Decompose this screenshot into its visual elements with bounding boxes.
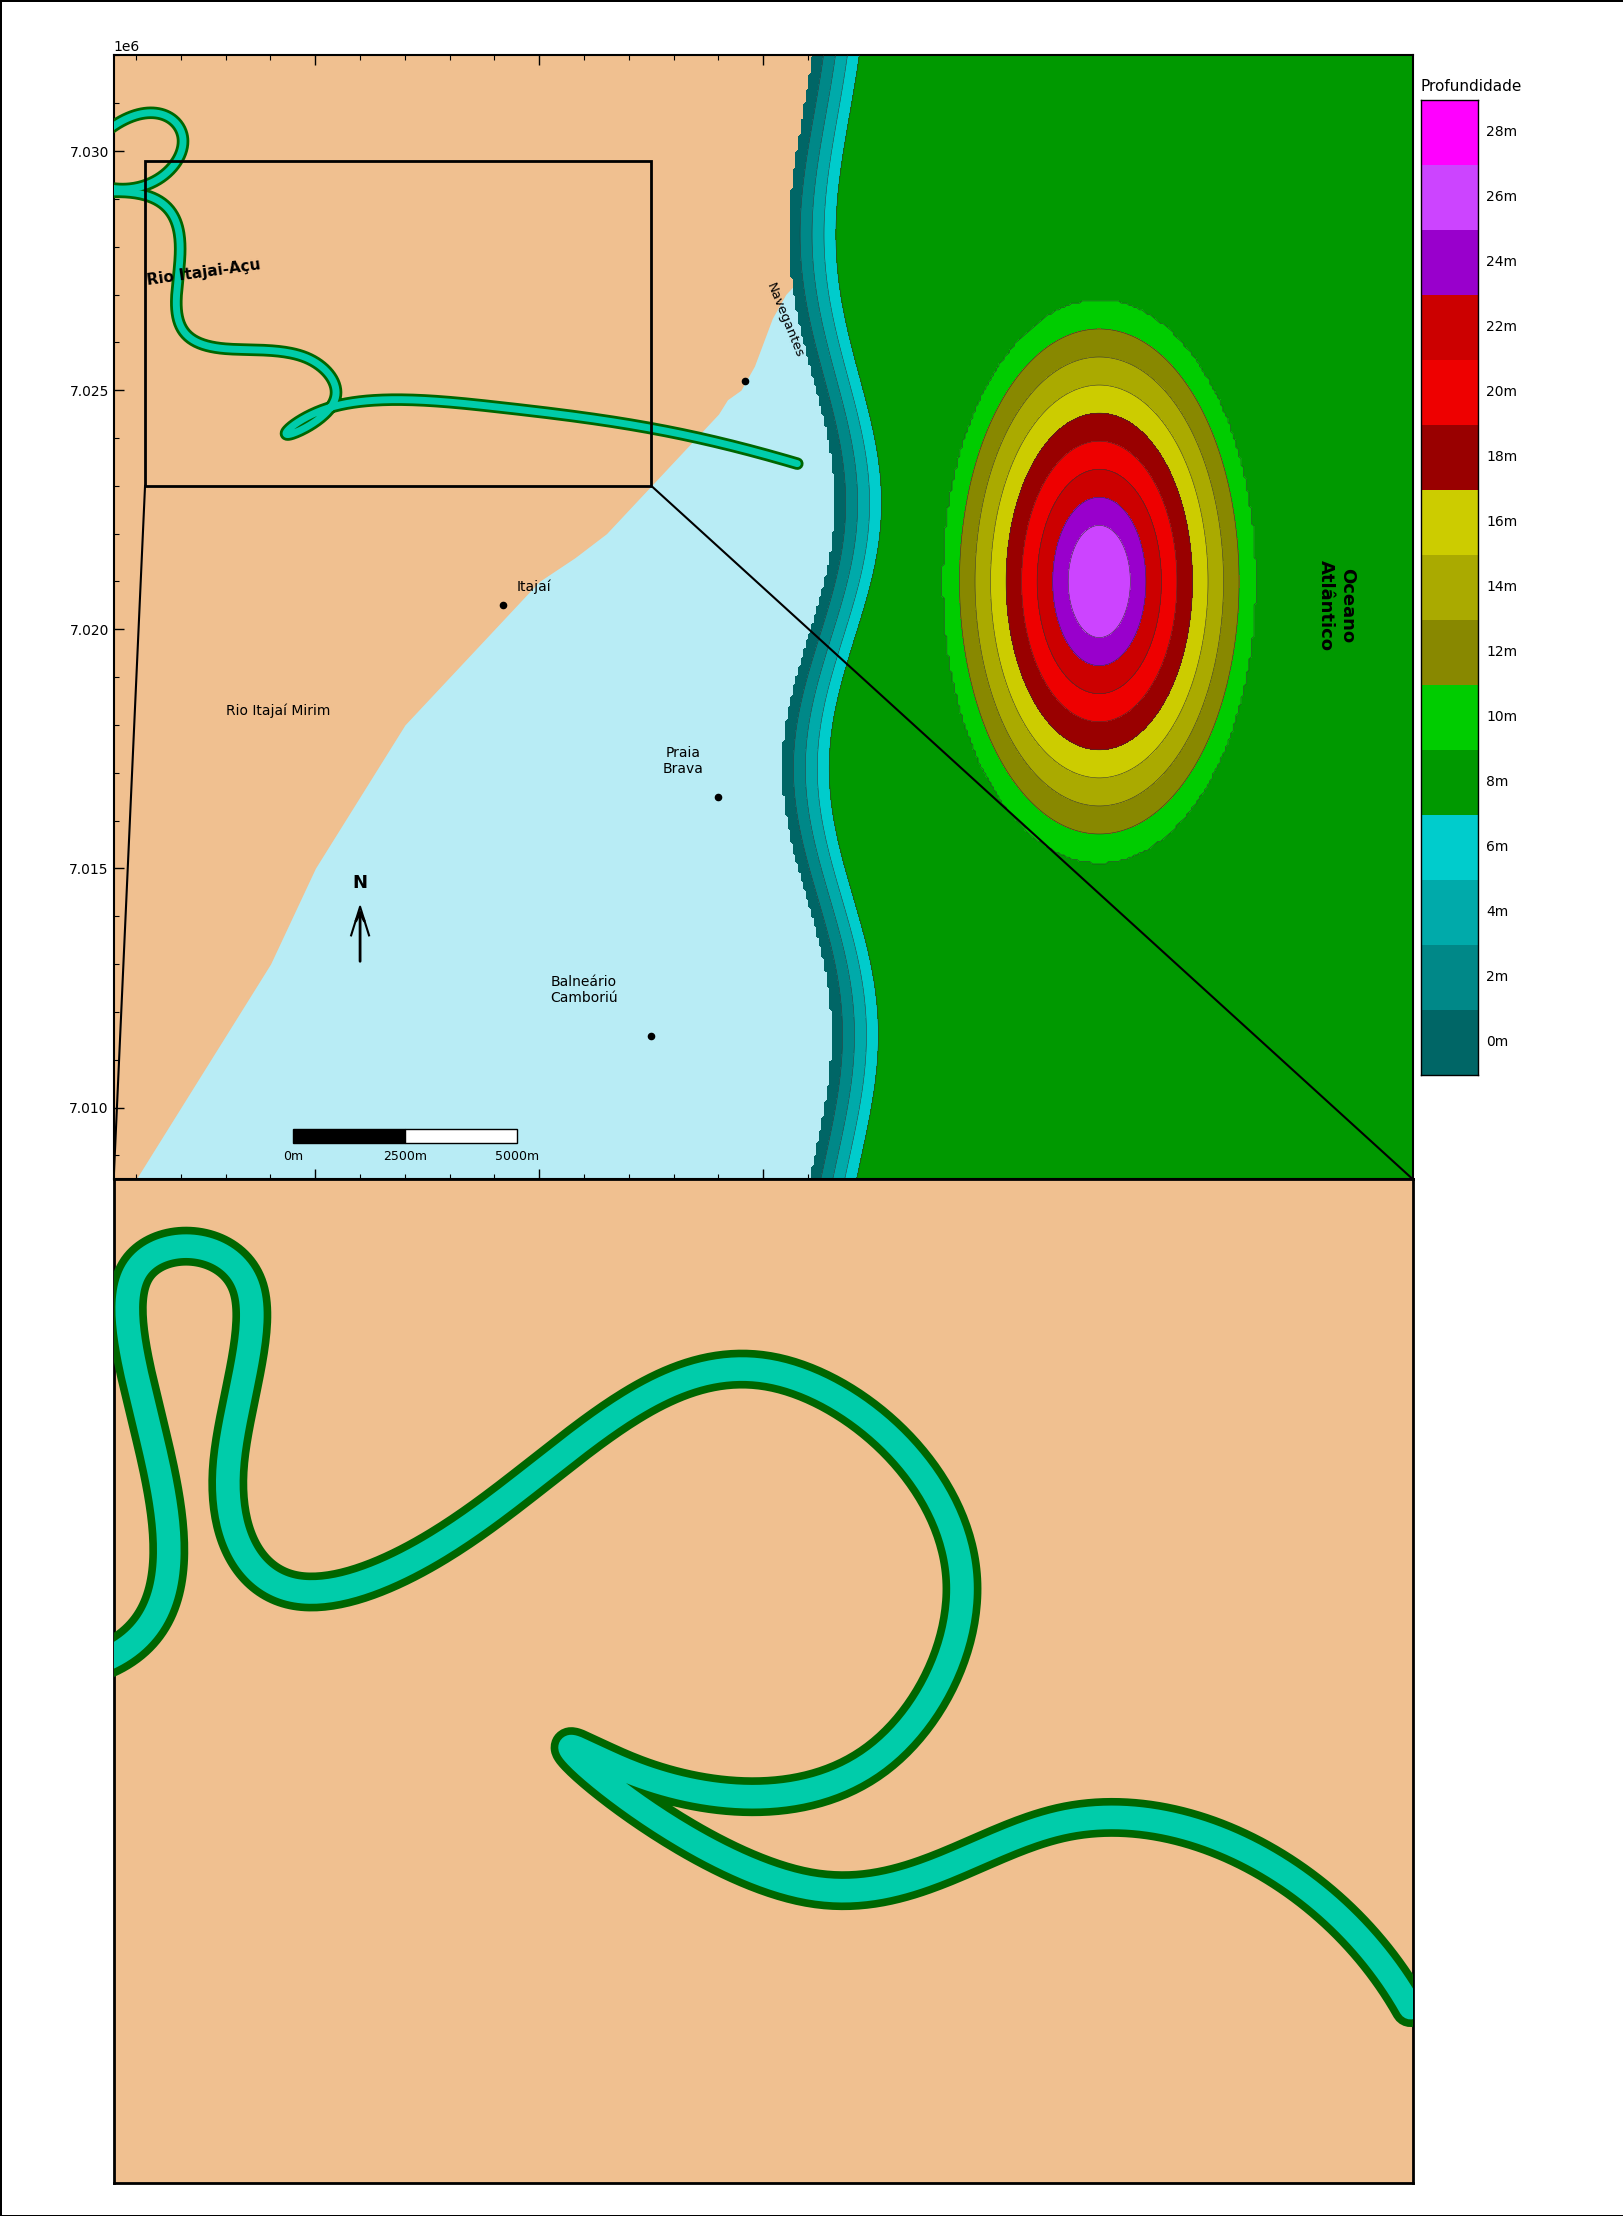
Text: 0m: 0m [1485,1035,1508,1048]
Bar [1420,749,1477,815]
Bar [1420,944,1477,1010]
Bar [1420,230,1477,295]
Text: Rio Itajaí Mirim: Rio Itajaí Mirim [226,705,329,718]
Bar [1420,359,1477,425]
Bar [1420,815,1477,880]
Text: Oceano
Atlântico: Oceano Atlântico [1316,561,1355,652]
Text: 10m: 10m [1485,711,1516,725]
Text: 22m: 22m [1485,321,1516,335]
Bar [1420,295,1477,359]
Bar [1420,490,1477,554]
Text: 24m: 24m [1485,255,1516,268]
Text: Balneário
Camboriú: Balneário Camboriú [550,975,617,1006]
Polygon shape [114,55,898,1179]
Bar [1420,100,1477,164]
Text: N: N [352,875,367,893]
Point [732,363,758,399]
Text: 2500m: 2500m [383,1150,427,1163]
Point [638,1017,664,1053]
Text: 18m: 18m [1485,450,1516,463]
Text: 8m: 8m [1485,776,1508,789]
Bar [1420,620,1477,685]
Text: 0m: 0m [282,1150,304,1163]
Text: 16m: 16m [1485,516,1516,530]
Point [704,780,730,815]
Bar [1420,425,1477,490]
Text: Profundidade: Profundidade [1420,80,1521,95]
Text: 4m: 4m [1485,906,1508,920]
Text: Rio Itajai-Açu: Rio Itajai-Açu [146,257,261,288]
Text: 26m: 26m [1485,191,1516,204]
Text: 5000m: 5000m [495,1150,539,1163]
Text: 14m: 14m [1485,581,1516,594]
Text: Navegantes: Navegantes [763,281,805,359]
Text: 20m: 20m [1485,386,1516,399]
Bar [144,160,651,485]
Bar [292,1130,404,1143]
Text: Itajaí: Itajaí [516,581,552,594]
Text: 12m: 12m [1485,645,1516,658]
Point [490,587,516,623]
Bar [1420,554,1477,620]
Text: 2m: 2m [1485,971,1508,984]
Bar [1420,1010,1477,1075]
Bar [1420,880,1477,944]
Text: Praia
Brava: Praia Brava [662,745,703,776]
Bar [1420,164,1477,230]
Text: 28m: 28m [1485,126,1516,140]
Bar [1420,685,1477,749]
Bar [404,1130,516,1143]
Text: 6m: 6m [1485,840,1508,853]
